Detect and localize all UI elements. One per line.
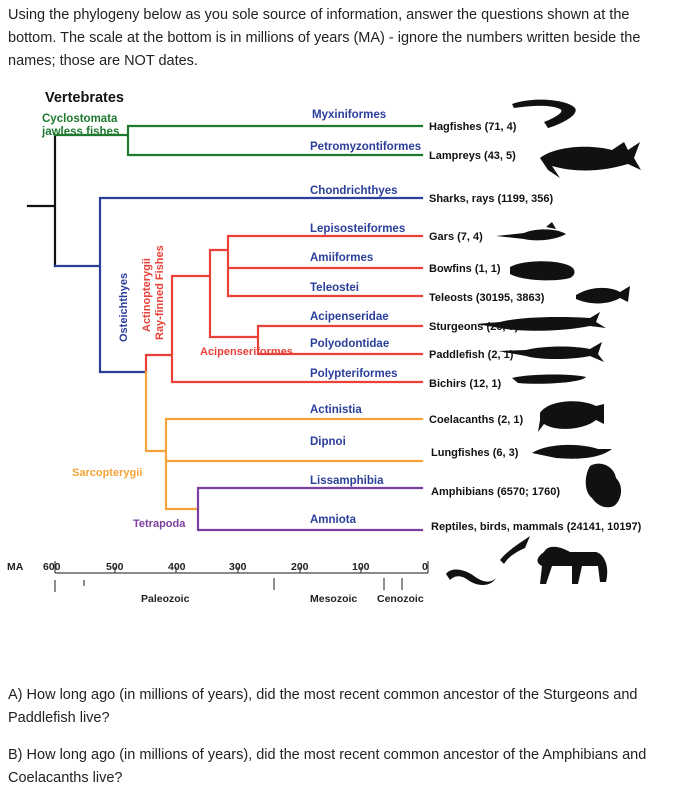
tree-title: Vertebrates xyxy=(45,90,124,106)
taxon-amphibians: Amphibians (6570; 1760) xyxy=(431,486,560,498)
osteichthyes-label: Osteichthyes xyxy=(118,273,130,342)
root-branch xyxy=(26,133,57,268)
taxon-hagfishes: Hagfishes (71, 4) xyxy=(429,121,517,133)
coelacanth-icon xyxy=(538,401,604,432)
taxon-lungfishes: Lungfishes (6, 3) xyxy=(431,447,519,459)
tick-100: 100 xyxy=(352,561,370,573)
cyclostomata-label: Cyclostomata xyxy=(42,113,118,125)
acipenseriformes-label: Acipenseriformes xyxy=(200,346,293,358)
bowfin-icon xyxy=(510,261,575,281)
tick-400: 400 xyxy=(168,561,186,573)
tick-0: 0 xyxy=(422,561,428,573)
era-paleozoic: Paleozoic xyxy=(141,593,190,605)
tick-200: 200 xyxy=(291,561,309,573)
tetrapod-clade xyxy=(196,486,424,532)
taxon-teleosts: Teleosts (30195, 3863) xyxy=(429,292,545,304)
sarcopterygii-label: Sarcopterygii xyxy=(72,467,142,479)
era-cenozoic: Cenozoic xyxy=(377,593,424,605)
sturgeon-icon xyxy=(476,312,606,331)
sarco-clade xyxy=(144,370,424,511)
actinistia-label: Actinistia xyxy=(310,404,362,416)
taxon-bowfins: Bowfins (1, 1) xyxy=(429,263,501,275)
acipenseridae-label: Acipenseridae xyxy=(310,311,389,323)
paddlefish-icon xyxy=(498,342,604,362)
taxon-bichirs: Bichirs (12, 1) xyxy=(429,378,501,390)
frog-icon xyxy=(585,463,622,508)
teleost-icon xyxy=(576,286,630,304)
tick-600: 600 xyxy=(43,561,61,573)
dipnoi-label: Dipnoi xyxy=(310,436,346,448)
tetrapoda-label: Tetrapoda xyxy=(133,518,186,530)
taxon-reptiles: Reptiles, birds, mammals (24141, 10197) xyxy=(431,521,642,533)
amniota-label: Amniota xyxy=(310,514,357,526)
polypteriformes-label: Polypteriformes xyxy=(310,368,398,380)
tick-500: 500 xyxy=(106,561,124,573)
intro-text: Using the phylogeny below as you sole so… xyxy=(8,7,641,69)
myxiniformes-label: Myxiniformes xyxy=(312,109,386,121)
bichir-icon xyxy=(512,374,586,384)
phylogeny-diagram: Vertebrates Cyclostomata jawless fishes … xyxy=(7,90,642,605)
taxon-coelacanths: Coelacanths (2, 1) xyxy=(429,414,523,426)
polyodontidae-label: Polyodontidae xyxy=(310,338,389,350)
chondrichthyes-label: Chondrichthyes xyxy=(310,185,398,197)
petromyzontiformes-label: Petromyzontiformes xyxy=(310,141,421,153)
taxon-lampreys: Lampreys (43, 5) xyxy=(429,150,516,162)
jawless-label: jawless fishes xyxy=(41,126,119,138)
lungfish-icon xyxy=(532,444,612,459)
era-mesozoic: Mesozoic xyxy=(310,593,357,605)
jawless-clade xyxy=(53,124,424,157)
shark-icon xyxy=(540,142,641,178)
taxon-paddlefish: Paddlefish (2, 1) xyxy=(429,349,514,361)
teleostei-label: Teleostei xyxy=(310,282,359,294)
rayfinned-label: Ray-finned Fishes xyxy=(154,245,166,340)
hagfish-icon xyxy=(512,99,576,128)
lissamphibia-label: Lissamphibia xyxy=(310,475,384,487)
tick-300: 300 xyxy=(229,561,247,573)
bird-icon xyxy=(500,536,530,564)
snake-icon xyxy=(446,569,496,585)
amiiformes-label: Amiiformes xyxy=(310,252,373,264)
jawed-clade xyxy=(53,196,424,374)
taxon-sharks: Sharks, rays (1199, 356) xyxy=(429,193,553,205)
question-a: A) How long ago (in millions of years), … xyxy=(8,687,638,726)
question-b: B) How long ago (in millions of years), … xyxy=(8,747,647,786)
rayfinned-clade xyxy=(144,234,424,384)
taxon-gars: Gars (7, 4) xyxy=(429,231,483,243)
actinopterygii-label: Actinopterygii xyxy=(141,258,153,332)
gar-icon xyxy=(496,222,566,241)
scale-unit: MA xyxy=(7,561,24,573)
horse-icon xyxy=(537,546,608,584)
lepisosteiformes-label: Lepisosteiformes xyxy=(310,223,405,235)
